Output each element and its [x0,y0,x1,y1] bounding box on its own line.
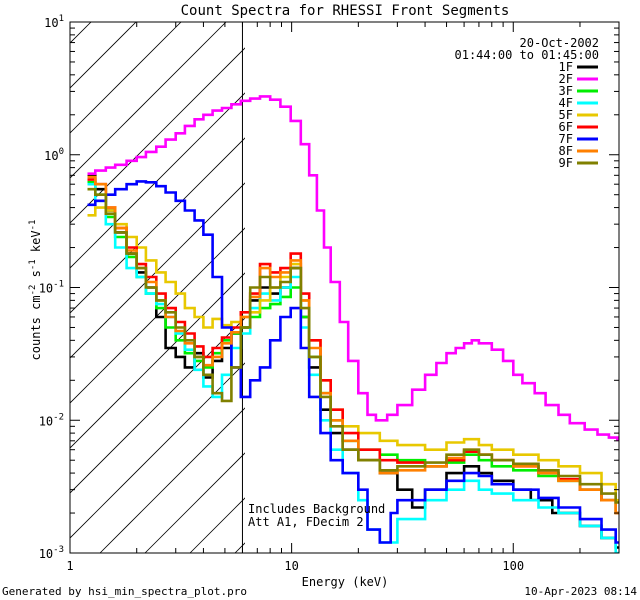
x-tick-label: 10 [284,559,298,573]
y-tick-label: 10-2 [39,412,64,428]
y-tick-label: 10-1 [39,280,64,296]
legend-label-4f: 4F [559,96,573,110]
legend-label-7f: 7F [559,132,573,146]
x-tick-label: 1 [66,559,73,573]
legend-label-8f: 8F [559,144,573,158]
x-axis-label: Energy (keV) [302,575,389,589]
legend-label-1f: 1F [559,60,573,74]
y-axis-label: counts cm-2 s-1 keV-1 [28,220,43,361]
x-tick-label: 100 [502,559,524,573]
hatch-line [70,22,182,134]
hatch-line [70,317,245,494]
legend-label-9f: 9F [559,156,573,170]
hatch-line [70,182,245,359]
hatch-line [70,47,245,224]
y-label-main: counts cm [29,295,43,360]
series-line-2f [87,95,619,441]
series-line-7f [87,180,619,544]
annotation-background: Includes Background [248,502,385,516]
y-tick-label: 101 [44,14,64,30]
series-line-5f [87,206,619,502]
hatch-line [280,0,640,553]
y-label-s: s [29,270,43,284]
time-range-label: 01:44:00 to 01:45:00 [455,48,600,62]
legend-label-2f: 2F [559,72,573,86]
y-label-exp3: -1 [28,220,38,231]
timestamp-label: 10-Apr-2023 08:14 [524,585,637,598]
legend-label-5f: 5F [559,108,573,122]
y-label-kev: keV [29,230,43,259]
y-label-exp2: -1 [28,259,38,270]
hatch-line [70,227,245,404]
chart-title: Count Spectra for RHESSI Front Segments [181,3,510,19]
hatch-line [99,407,245,553]
annotation-attenuator: Att A1, FDecim 2 [248,515,364,529]
hatch-line [70,22,227,179]
hatch-line [70,362,245,539]
generated-by-label: Generated by hsi_min_spectra_plot.pro [2,585,247,598]
axis-ticks: 1 10 100 10-3 10-2 10-1 100 101 [39,14,620,573]
hatch-line [0,0,115,553]
legend-label-3f: 3F [559,84,573,98]
hatch-line [70,92,245,269]
hatch-line [70,22,137,89]
spectra-series [87,95,619,553]
date-label: 20-Oct-2002 [520,36,599,50]
y-label-exp1: -2 [28,285,38,296]
series-line-9f [87,187,619,504]
y-tick-label: 100 [44,147,64,163]
y-tick-label: 10-3 [39,545,64,561]
hatch-line [325,0,640,553]
legend-label-6f: 6F [559,120,573,134]
